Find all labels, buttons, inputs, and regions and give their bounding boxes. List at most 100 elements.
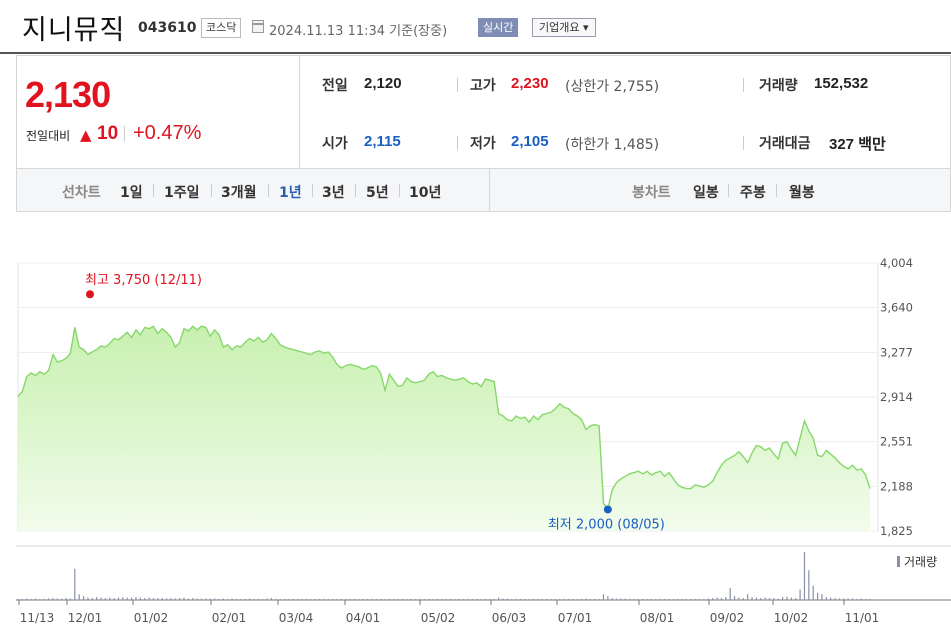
volume-bar — [642, 599, 644, 600]
volume-bar — [467, 599, 469, 600]
volume-bar — [292, 599, 294, 600]
volume-bar — [821, 594, 823, 600]
volume-bar — [463, 599, 465, 600]
volume-bar — [362, 599, 364, 600]
volume-bar — [305, 599, 307, 600]
volume-bar — [161, 598, 163, 600]
tab-weekly[interactable]: 주봉 — [740, 185, 766, 201]
tab-monthly[interactable]: 월봉 — [789, 185, 815, 201]
volume-bar — [812, 585, 814, 600]
x-tick-label: 02/01 — [212, 611, 247, 625]
volume-bar — [340, 599, 342, 600]
volume-bar — [17, 599, 19, 600]
divider — [299, 56, 300, 168]
volume-bar — [96, 597, 98, 600]
volume-bar — [742, 598, 744, 600]
high-label: 고가 — [470, 78, 496, 94]
volume-bars — [16, 545, 951, 601]
divider — [312, 184, 313, 197]
tab-5y[interactable]: 5년 — [366, 185, 389, 201]
volume-bar — [192, 598, 194, 600]
volume-bar — [393, 599, 395, 600]
x-tick-label: 08/01 — [640, 611, 675, 625]
x-tick-label: 03/04 — [279, 611, 314, 625]
volume-bar — [126, 597, 128, 600]
volume-bar — [331, 599, 334, 600]
prev-close-label: 전일 — [322, 78, 348, 94]
low-value: 2,105 — [511, 133, 549, 150]
volume-value: 152,532 — [814, 75, 869, 92]
up-arrow-icon: ▲ — [80, 126, 92, 144]
volume-legend-label: 거래량 — [904, 555, 937, 569]
volume-bar — [489, 599, 491, 600]
tab-1w[interactable]: 1주일 — [164, 185, 200, 201]
tab-1y[interactable]: 1년 — [279, 185, 302, 201]
x-tick-label: 12/01 — [68, 611, 103, 625]
divider — [728, 184, 729, 197]
volume-bar — [371, 599, 373, 600]
volume-bar — [144, 598, 146, 600]
volume-bar — [567, 599, 570, 600]
volume-bar — [843, 598, 845, 600]
volume-bar — [410, 599, 412, 600]
volume-bar — [511, 599, 513, 600]
company-info-dropdown[interactable]: 기업개요 ▾ — [532, 18, 596, 37]
volume-bar — [183, 597, 185, 600]
volume-bar — [585, 598, 587, 600]
low-annotation: 최저 2,000 (08/05) — [548, 517, 665, 532]
volume-bar — [43, 599, 45, 600]
volume-bar — [314, 599, 316, 600]
lower-limit: (하한가 1,485) — [565, 137, 660, 153]
volume-bar — [244, 599, 246, 600]
volume-bar — [519, 599, 522, 600]
volume-bar — [423, 599, 425, 600]
tab-1d[interactable]: 1일 — [120, 185, 143, 201]
volume-bar — [768, 598, 771, 600]
volume-bar — [415, 599, 417, 600]
volume-bar — [297, 599, 299, 600]
volume-bar — [231, 598, 233, 600]
volume-bar — [209, 598, 211, 600]
tab-3y[interactable]: 3년 — [322, 185, 345, 201]
volume-bar — [445, 599, 447, 600]
volume-bar — [235, 599, 238, 600]
change-percent: +0.47% — [133, 122, 202, 144]
volume-bar — [615, 598, 618, 600]
company-name: 지니뮤직 — [22, 15, 126, 46]
volume-bar — [56, 598, 58, 600]
volume-bar — [148, 597, 150, 600]
volume-bar — [318, 599, 321, 600]
volume-bar — [685, 599, 688, 600]
divider — [399, 184, 400, 197]
volume-bar — [218, 599, 220, 600]
divider — [743, 136, 744, 150]
volume-bar — [493, 599, 495, 600]
volume-bar — [327, 599, 329, 600]
volume-bar — [624, 598, 626, 600]
volume-bar — [65, 598, 67, 600]
volume-bar — [117, 597, 120, 600]
upper-limit: (상한가 2,755) — [565, 79, 660, 95]
volume-bar — [790, 597, 792, 600]
line-chart-caption: 선차트 — [62, 185, 101, 201]
volume-bar — [720, 598, 723, 600]
volume-bar — [690, 599, 692, 600]
volume-bar — [838, 598, 841, 600]
y-tick-label: 4,004 — [880, 256, 913, 270]
volume-bar — [78, 594, 80, 600]
tab-3m[interactable]: 3개월 — [221, 185, 257, 201]
tab-daily[interactable]: 일봉 — [693, 185, 719, 201]
volume-bar — [803, 552, 806, 600]
volume-bar — [559, 599, 561, 600]
volume-bar — [716, 597, 718, 600]
volume-bar — [275, 599, 277, 600]
trade-value: 327 백만 — [829, 136, 886, 153]
volume-bar — [454, 599, 456, 600]
volume-bar — [668, 599, 670, 600]
x-tick-label: 05/02 — [421, 611, 456, 625]
tab-10y[interactable]: 10년 — [409, 185, 442, 201]
volume-bar — [607, 596, 609, 600]
volume-bar — [655, 599, 657, 600]
realtime-button[interactable]: 실시간 — [478, 18, 519, 37]
